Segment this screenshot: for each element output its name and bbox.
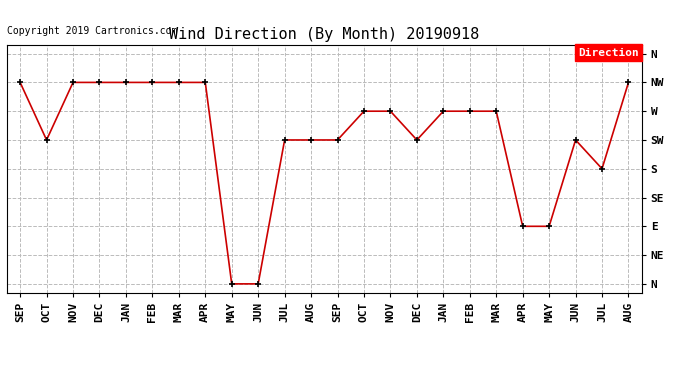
Text: Direction: Direction — [578, 48, 639, 58]
Title: Wind Direction (By Month) 20190918: Wind Direction (By Month) 20190918 — [169, 27, 480, 42]
Text: Copyright 2019 Cartronics.com: Copyright 2019 Cartronics.com — [7, 26, 177, 36]
